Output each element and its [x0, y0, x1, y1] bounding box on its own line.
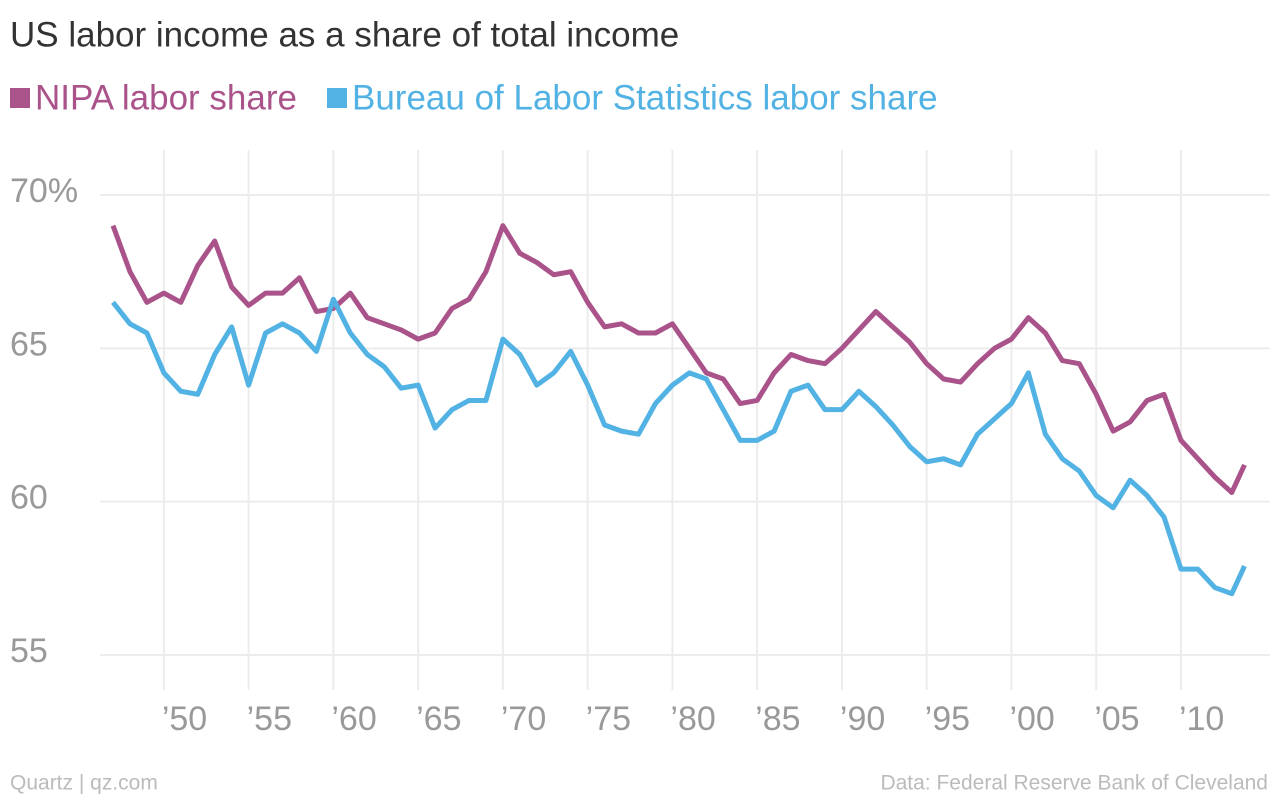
legend-label: NIPA labor share	[35, 78, 297, 117]
y-tick-label: 55	[10, 632, 48, 670]
chart-title: US labor income as a share of total inco…	[10, 15, 679, 54]
x-tick-label: ’05	[1094, 700, 1139, 738]
y-tick-label: 65	[10, 325, 48, 363]
x-tick-label: ’90	[840, 700, 885, 738]
x-tick-label: ’95	[925, 700, 970, 738]
x-tick-label: ’80	[670, 700, 715, 738]
source-right: Data: Federal Reserve Bank of Cleveland	[880, 772, 1268, 795]
y-tick-label: 70%	[10, 172, 78, 210]
x-tick-label: ’10	[1179, 700, 1224, 738]
x-tick-label: ’00	[1009, 700, 1054, 738]
x-tick-label: ’50	[162, 700, 207, 738]
y-tick-label: 60	[10, 479, 48, 517]
source-left: Quartz | qz.com	[10, 772, 158, 795]
x-tick-label: ’70	[501, 700, 546, 738]
x-tick-label: ’60	[331, 700, 376, 738]
x-tick-label: ’85	[755, 700, 800, 738]
series-line	[110, 223, 1247, 495]
series-line	[111, 296, 1247, 597]
x-tick-label: ’55	[247, 700, 292, 738]
x-tick-label: ’65	[416, 700, 461, 738]
x-tick-label: ’75	[586, 700, 631, 738]
legend-swatch	[10, 88, 30, 108]
legend-swatch	[327, 88, 347, 108]
legend-label: Bureau of Labor Statistics labor share	[352, 78, 938, 117]
